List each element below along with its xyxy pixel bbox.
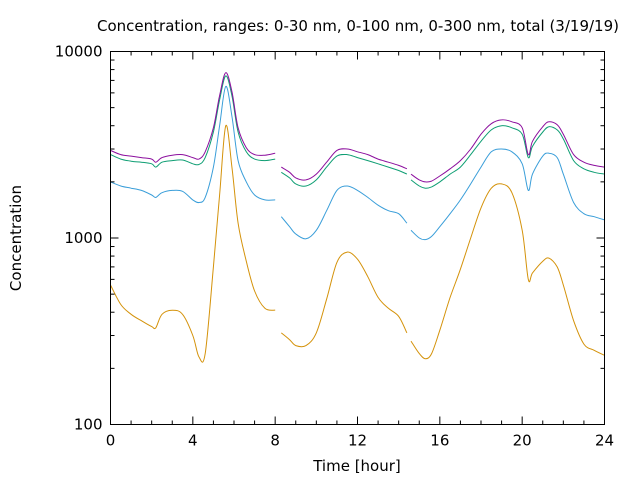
- series-3: [110, 75, 605, 189]
- series-4-line-segment: [110, 72, 276, 163]
- series-3-line-segment: [281, 153, 408, 187]
- series-2-line-segment: [280, 185, 408, 240]
- x-tick-label: 4: [188, 432, 198, 450]
- x-tick-label: 16: [430, 432, 449, 450]
- series-1: [110, 124, 605, 363]
- series-1-line-segment: [110, 124, 276, 363]
- series-3-line-segment: [410, 125, 605, 189]
- series-3-line-segment: [110, 75, 276, 168]
- ticks-layer: 0 4 8 12 16 20 24 100 1000 10000: [55, 43, 614, 450]
- y-tick-label: 1000: [64, 229, 102, 247]
- y-tick-label: 100: [74, 416, 103, 434]
- x-tick-label: 12: [348, 432, 367, 450]
- chart-title: Concentration, ranges: 0-30 nm, 0-100 nm…: [97, 17, 619, 35]
- x-axis-label: Time [hour]: [312, 457, 401, 475]
- plot-frame: [110, 51, 605, 425]
- x-tick-label: 8: [270, 432, 280, 450]
- x-tick-label: 24: [595, 432, 614, 450]
- series-layer: [110, 72, 605, 363]
- x-tick-label: 20: [513, 432, 532, 450]
- series-4-line-segment: [281, 148, 408, 181]
- y-tick-label: 10000: [55, 43, 103, 61]
- series-2-line-segment: [110, 85, 276, 204]
- y-axis-label: Concentration: [7, 185, 25, 291]
- series-1-line-segment: [410, 183, 605, 360]
- series-4-line-segment: [410, 119, 605, 183]
- series-1-line-segment: [280, 251, 408, 348]
- series-4: [110, 72, 605, 183]
- x-tick-label: 0: [106, 432, 116, 450]
- series-2-line-segment: [410, 148, 605, 241]
- series-2: [110, 85, 605, 241]
